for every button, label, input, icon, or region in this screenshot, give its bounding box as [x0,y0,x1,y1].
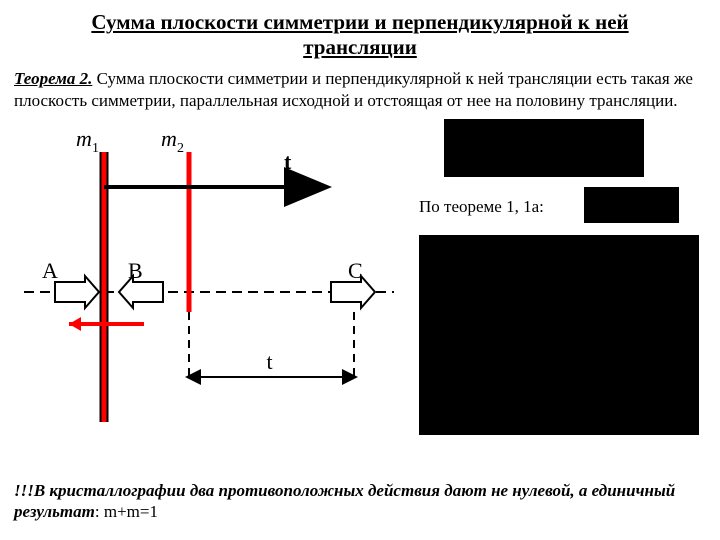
theorem-lead: Теорема 2. [14,69,92,88]
title-line-2: трансляции [303,35,417,59]
theorem-reference: По теореме 1, 1a: [419,197,544,217]
svg-text:t: t [284,149,292,174]
theorem-text: Теорема 2. Сумма плоскости симметрии и п… [14,68,706,111]
footer-note: !!!В кристаллографии два противоположных… [14,480,706,523]
redacted-box-2 [584,187,679,223]
theorem-body: Сумма плоскости симметрии и перпендикуля… [14,69,693,109]
redacted-box-1 [444,119,644,177]
title-line-1: Сумма плоскости симметрии и перпендикуля… [91,10,628,34]
svg-text:m: m [76,126,92,151]
svg-text:1: 1 [92,141,99,156]
svg-text:A: A [42,258,58,283]
symmetry-diagram: tm1m2tABC [14,117,404,447]
svg-text:B: B [128,258,143,283]
redacted-box-3 [419,235,699,435]
svg-text:m: m [161,126,177,151]
svg-text:2: 2 [177,141,184,156]
footer-tail: : m+m=1 [95,502,158,521]
svg-text:t: t [267,349,273,374]
page-title: Сумма плоскости симметрии и перпендикуля… [14,10,706,60]
svg-text:C: C [348,258,363,283]
content-row: tm1m2tABC По теореме 1, 1a: [14,117,706,457]
